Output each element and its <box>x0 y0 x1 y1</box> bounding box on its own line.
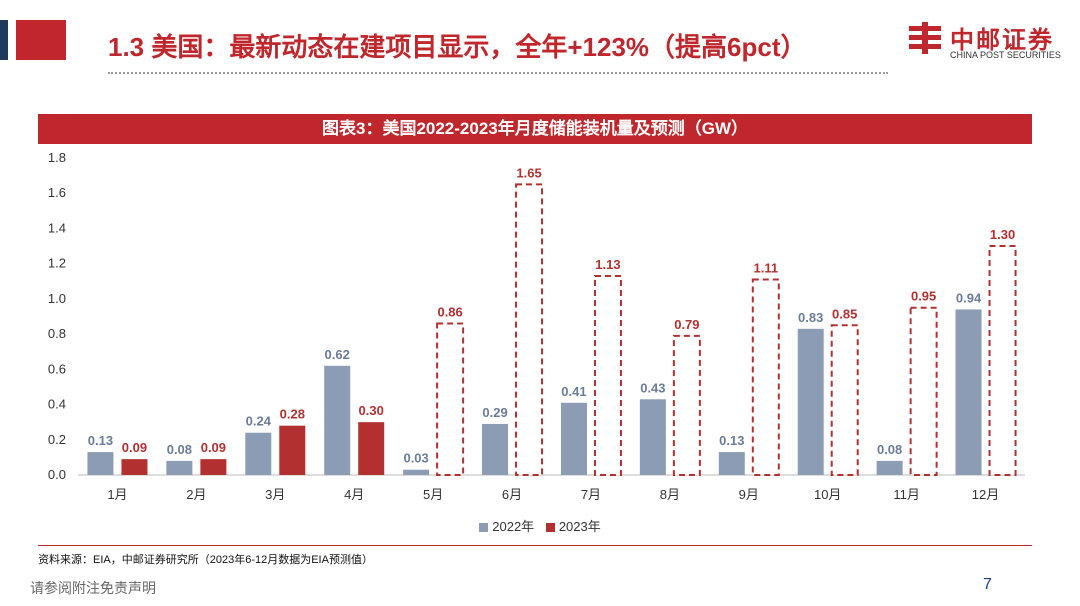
chart-title: 图表3：美国2022-2023年月度储能装机量及预测（GW） <box>38 114 1032 144</box>
data-label-2022: 0.62 <box>325 347 350 362</box>
logo-english-name: CHINA POST SECURITIES <box>950 50 1061 60</box>
bar-2023 <box>121 459 148 475</box>
bar-2022 <box>403 469 430 475</box>
bar-2023 <box>279 425 306 475</box>
x-tick-label: 12月 <box>972 487 999 502</box>
bar-2022 <box>876 460 903 475</box>
bar-2023-forecast <box>436 322 465 476</box>
y-tick-label: 0.4 <box>48 397 66 412</box>
y-tick-label: 1.8 <box>48 150 66 165</box>
data-label-2023: 1.30 <box>990 227 1015 242</box>
bar-2023-forecast <box>909 306 938 477</box>
bar-2023-forecast <box>672 334 701 476</box>
china-post-emblem-icon <box>909 22 941 54</box>
x-tick-label: 3月 <box>265 487 285 502</box>
data-label-2023: 0.09 <box>201 440 226 455</box>
disclaimer-text: 请参阅附注免责声明 <box>30 580 156 596</box>
y-tick-label: 0.2 <box>48 432 66 447</box>
x-tick-label: 5月 <box>423 487 443 502</box>
page-title: 1.3 美国：最新动态在建项目显示，全年+123%（提高6pct） <box>108 32 807 62</box>
x-tick-label: 10月 <box>814 487 841 502</box>
data-label-2023: 0.30 <box>359 403 384 418</box>
page-number: 7 <box>983 576 992 593</box>
bar-2022 <box>955 309 982 475</box>
y-tick-label: 1.4 <box>48 220 66 235</box>
y-tick-label: 0.8 <box>48 326 66 341</box>
x-tick-label: 9月 <box>739 487 759 502</box>
data-label-2023: 1.13 <box>595 257 620 272</box>
bar-2023-forecast <box>593 274 622 476</box>
left-accent-bar <box>0 20 8 60</box>
x-tick-label: 1月 <box>107 487 127 502</box>
data-label-2023: 1.65 <box>516 165 541 180</box>
y-tick-label: 0.6 <box>48 361 66 376</box>
data-label-2022: 0.13 <box>88 433 113 448</box>
y-tick-label: 0.0 <box>48 467 66 482</box>
logo-chinese-name: 中邮证券 <box>950 27 1054 54</box>
data-label-2022: 0.29 <box>482 405 507 420</box>
data-label-2023: 0.79 <box>674 317 699 332</box>
data-label-2022: 0.43 <box>640 380 665 395</box>
y-tick-label: 1.2 <box>48 256 66 271</box>
data-label-2022: 0.83 <box>798 310 823 325</box>
data-label-2022: 0.03 <box>403 451 428 466</box>
legend-swatch-2023 <box>545 523 555 533</box>
data-label-2022: 0.94 <box>956 290 982 305</box>
x-tick-label: 8月 <box>660 487 680 502</box>
x-tick-label: 2月 <box>186 487 206 502</box>
bar-2023 <box>200 459 227 475</box>
bar-2022 <box>482 423 509 475</box>
bar-2023 <box>358 422 385 475</box>
data-label-2022: 0.24 <box>246 414 272 429</box>
data-label-2023: 0.86 <box>437 305 462 320</box>
legend-label-2023: 2023年 <box>558 519 601 534</box>
bar-2022 <box>324 365 351 475</box>
data-label-2023: 0.28 <box>280 407 305 422</box>
bar-2022 <box>87 452 114 475</box>
data-label-2022: 0.08 <box>877 442 902 457</box>
title-divider <box>108 72 888 74</box>
bar-2023-forecast <box>830 324 859 476</box>
x-tick-label: 7月 <box>581 487 601 502</box>
bar-2022 <box>718 452 745 475</box>
x-tick-label: 11月 <box>893 487 920 502</box>
x-tick-label: 4月 <box>344 487 364 502</box>
data-label-2022: 0.13 <box>719 433 744 448</box>
legend-swatch-2022 <box>479 523 489 533</box>
bar-2022 <box>245 432 272 475</box>
bar-2022 <box>639 399 666 475</box>
data-label-2022: 0.41 <box>561 384 586 399</box>
title-accent-block <box>16 20 66 60</box>
bar-2023-forecast <box>751 278 780 476</box>
legend-item-2023: 2023年 <box>545 516 601 535</box>
data-label-2023: 1.11 <box>753 261 778 276</box>
bar-2023-forecast <box>515 183 544 477</box>
data-label-2023: 0.95 <box>911 289 936 304</box>
bar-2023-forecast <box>988 245 1017 476</box>
bar-2022 <box>797 328 824 475</box>
x-tick-label: 6月 <box>502 487 522 502</box>
data-label-2023: 0.09 <box>122 440 147 455</box>
bar-2022 <box>560 402 587 475</box>
y-tick-label: 1.6 <box>48 185 66 200</box>
data-label-2022: 0.08 <box>167 442 192 457</box>
y-tick-label: 1.0 <box>48 291 66 306</box>
bar-chart: 0.0 0.2 0.4 0.6 0.8 1.0 1.2 1.4 1.6 1.8 0.13 0.09 1月… <box>48 150 1025 502</box>
chart-legend: 2022年 2023年 <box>0 516 1080 535</box>
source-note: 资料来源：EIA，中邮证券研究所（2023年6-12月数据为EIA预测值） <box>38 554 373 566</box>
bar-2022 <box>166 460 193 475</box>
company-logo: 中邮证券 CHINA POST SECURITIES <box>905 18 1075 68</box>
source-divider <box>38 545 1032 546</box>
legend-label-2022: 2022年 <box>492 519 535 534</box>
legend-item-2022: 2022年 <box>479 516 534 535</box>
data-label-2023: 0.85 <box>832 306 857 321</box>
